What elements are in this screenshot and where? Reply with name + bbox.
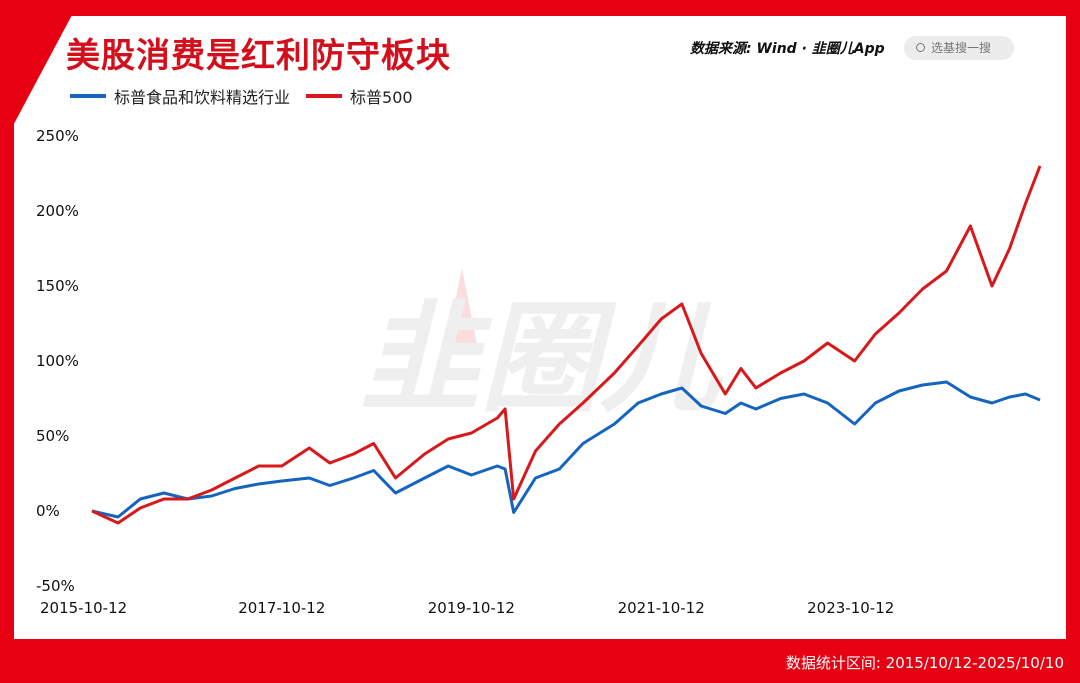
corner-accent xyxy=(0,0,80,150)
watermark: 韭圈儿 xyxy=(360,268,724,429)
series-line-sp500 xyxy=(91,165,1042,525)
legend-label-red: 标普500 xyxy=(350,88,413,107)
y-tick-label: 150% xyxy=(36,277,79,295)
chart-title: 美股消费是红利防守板块 xyxy=(66,36,451,76)
chart-card xyxy=(14,16,1066,639)
search-icon xyxy=(916,43,925,52)
data-source: 数据来源: Wind · 韭圈儿App xyxy=(690,41,885,57)
x-tick-label: 2023-10-12 xyxy=(807,599,894,617)
x-tick-label: 2015-10-12 xyxy=(40,599,127,617)
legend-swatch-red xyxy=(306,94,343,98)
x-tick-label: 2019-10-12 xyxy=(428,599,515,617)
watermark-arrow xyxy=(445,268,478,350)
watermark-text: 韭圈儿 xyxy=(360,290,724,429)
legend-item-red: 标普500 xyxy=(306,84,413,108)
legend-item-blue: 标普食品和饮料精选行业 xyxy=(70,84,290,108)
search-placeholder: 选基搜一搜 xyxy=(931,41,992,55)
y-tick-label: 200% xyxy=(36,202,79,220)
x-tick-label: 2021-10-12 xyxy=(618,599,705,617)
legend: 标普食品和饮料精选行业 标普500 xyxy=(70,84,413,108)
y-tick-label: 250% xyxy=(36,127,79,145)
series-line-food-beverage xyxy=(91,380,1041,519)
date-range-footer: 数据统计区间: 2015/10/12-2025/10/10 xyxy=(785,654,1064,672)
search-box[interactable]: 选基搜一搜 xyxy=(904,36,1014,60)
legend-label-blue: 标普食品和饮料精选行业 xyxy=(114,88,291,107)
y-tick-label: 0% xyxy=(36,502,60,520)
y-tick-label: -50% xyxy=(36,577,75,595)
y-tick-label: 100% xyxy=(36,352,79,370)
legend-swatch-blue xyxy=(70,94,106,98)
x-tick-label: 2017-10-12 xyxy=(238,599,325,617)
y-tick-label: 50% xyxy=(36,427,69,445)
